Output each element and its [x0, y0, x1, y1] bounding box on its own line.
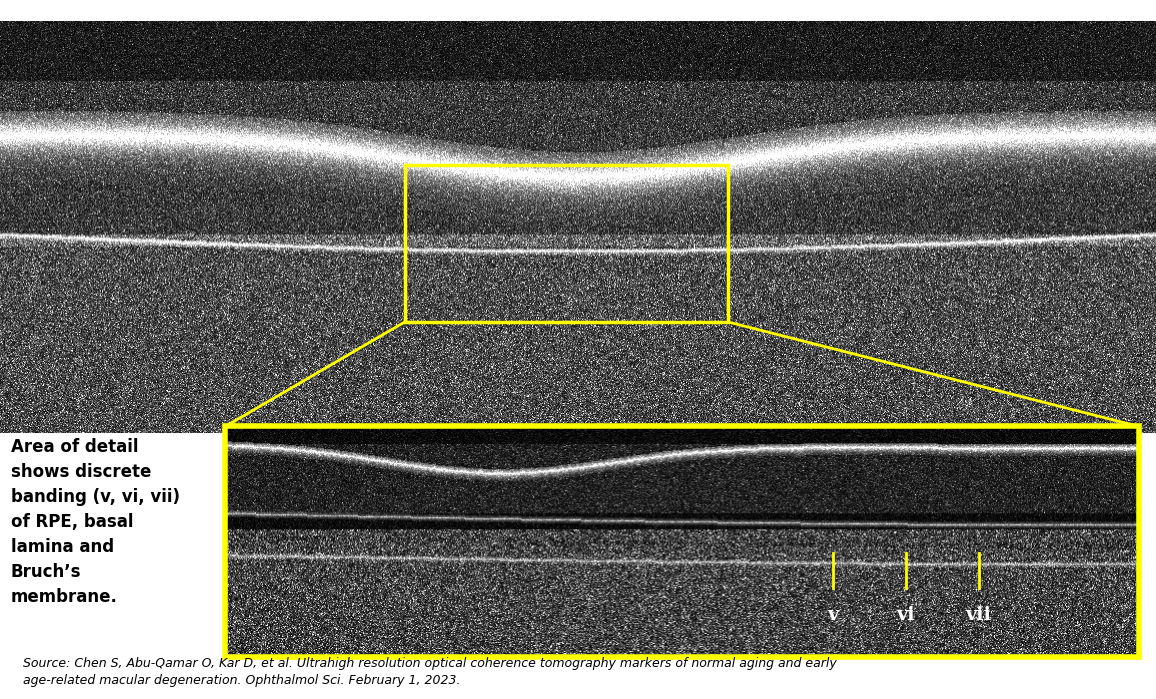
- Bar: [405, 165, 728, 322]
- Text: vii: vii: [966, 606, 992, 624]
- Text: Source: Chen S, Abu-Qamar O, Kar D, et al. Ultrahigh resolution optical coherenc: Source: Chen S, Abu-Qamar O, Kar D, et a…: [23, 657, 837, 687]
- Text: Area of detail
shows discrete
banding (v, vi, vii)
of RPE, basal
lamina and
Bruc: Area of detail shows discrete banding (v…: [12, 438, 180, 606]
- Text: vi: vi: [896, 606, 916, 624]
- Text: v: v: [827, 606, 838, 624]
